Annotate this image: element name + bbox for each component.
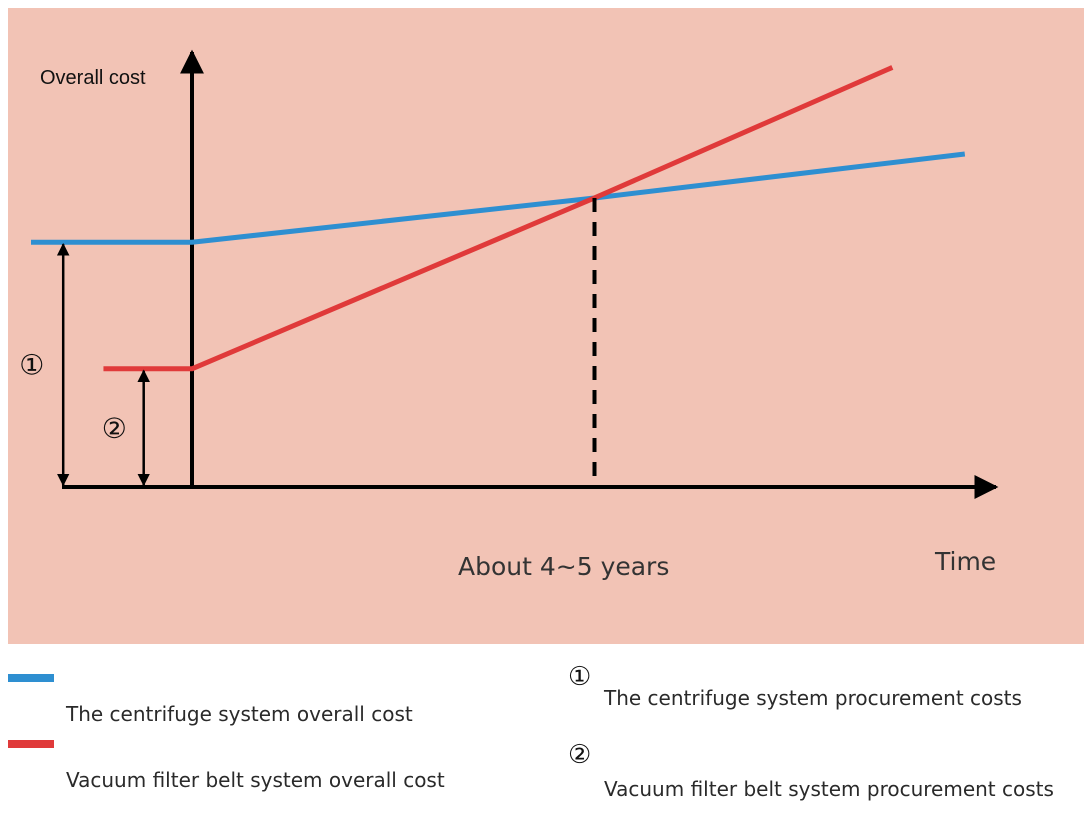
legend-note-symbol-2: ② xyxy=(568,740,592,770)
x-axis-label: Time xyxy=(934,547,996,576)
legend-note-symbol-1: ① xyxy=(568,662,592,692)
bracket-symbol-1: ① xyxy=(19,349,44,382)
axes xyxy=(62,49,999,499)
series-line-0 xyxy=(31,151,966,245)
legend-note-text-1: The centrifuge system procurement costs xyxy=(604,686,1022,710)
legend-swatch-vacuum-filter xyxy=(8,740,54,748)
bracket-symbol-2: ② xyxy=(102,412,127,445)
series-lines: ①② xyxy=(19,65,966,487)
series-line-1 xyxy=(103,65,894,372)
y-axis-label: Overall cost xyxy=(40,67,146,89)
legend-label-centrifuge: The centrifuge system overall cost xyxy=(66,702,413,726)
crossover-annotation-label: About 4~5 years xyxy=(458,552,669,581)
legend-note-text-2: Vacuum filter belt system procurement co… xyxy=(604,777,1054,801)
legend-swatch-centrifuge xyxy=(8,674,54,682)
legend-label-vacuum-filter: Vacuum filter belt system overall cost xyxy=(66,768,445,792)
chart-background xyxy=(8,8,1084,644)
